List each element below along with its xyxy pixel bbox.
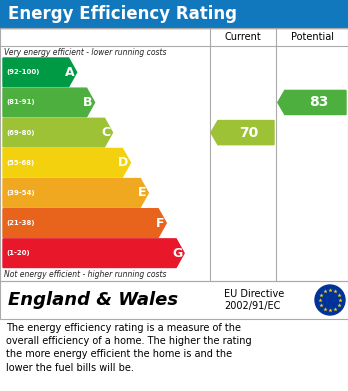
Text: (69-80): (69-80) [6,129,34,136]
Text: F: F [156,217,164,230]
Polygon shape [278,90,346,115]
Polygon shape [3,88,95,117]
Polygon shape [3,239,184,267]
Bar [0,0,348,28]
Bar [0,28,348,281]
Text: A: A [65,66,75,79]
Text: Potential: Potential [291,32,333,42]
Text: Very energy efficient - lower running costs: Very energy efficient - lower running co… [4,48,166,57]
Text: G: G [172,247,182,260]
Text: (39-54): (39-54) [6,190,34,196]
Text: (81-91): (81-91) [6,99,34,106]
Text: 70: 70 [239,126,259,140]
Text: (1-20): (1-20) [6,250,30,256]
Text: Not energy efficient - higher running costs: Not energy efficient - higher running co… [4,270,166,279]
Text: D: D [118,156,128,169]
Circle shape [315,285,345,315]
Text: E: E [138,187,146,199]
Bar [0,281,348,319]
Text: The energy efficiency rating is a measure of the
overall efficiency of a home. T: The energy efficiency rating is a measur… [6,323,252,373]
Polygon shape [211,120,274,145]
Text: C: C [101,126,111,139]
Polygon shape [3,179,148,207]
Text: 83: 83 [309,95,328,109]
Polygon shape [3,118,112,147]
Text: Energy Efficiency Rating: Energy Efficiency Rating [8,5,237,23]
Text: EU Directive
2002/91/EC: EU Directive 2002/91/EC [224,289,284,311]
Text: England & Wales: England & Wales [8,291,178,309]
Text: (92-100): (92-100) [6,69,39,75]
Polygon shape [3,209,166,237]
Text: Current: Current [224,32,261,42]
Text: (55-68): (55-68) [6,160,34,166]
Bar [0,281,348,319]
Polygon shape [3,149,130,177]
Text: B: B [83,96,93,109]
Text: (21-38): (21-38) [6,220,34,226]
Polygon shape [3,58,77,87]
